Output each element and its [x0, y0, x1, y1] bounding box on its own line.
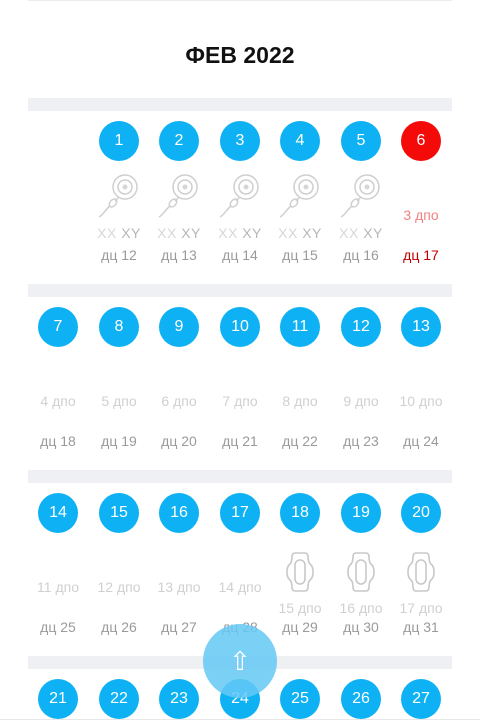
day-cell[interactable]: 26	[341, 679, 381, 719]
day-cell[interactable]: 17	[220, 493, 260, 533]
gender-chance-label: XX XY	[89, 225, 149, 241]
pad-icon	[270, 551, 330, 593]
day-cell[interactable]: 19	[341, 493, 381, 533]
day-cell[interactable]: 3	[220, 121, 260, 161]
cycle-day-label: дц 12	[101, 247, 137, 263]
dpo-label: 15 дпо	[278, 600, 322, 616]
cycle-day-label: дц 15	[282, 247, 318, 263]
dpo-label: 13 дпо	[157, 579, 201, 595]
xy-label: XY	[302, 225, 322, 241]
dpo-label: 9 дпо	[343, 393, 379, 409]
day-cell[interactable]: 27	[401, 679, 441, 719]
gender-chance-label: XX XY	[210, 225, 270, 241]
month-title: ФЕВ 2022	[185, 42, 295, 68]
xy-label: XY	[242, 225, 262, 241]
xx-label: XX	[157, 225, 177, 241]
xy-label: XY	[121, 225, 141, 241]
ovulation-icon	[149, 173, 209, 225]
xy-label: XY	[181, 225, 201, 241]
dpo-label: 10 дпо	[399, 393, 443, 409]
cycle-day-label: дц 24	[403, 433, 439, 449]
day-cell[interactable]: 5	[341, 121, 381, 161]
day-cell[interactable]: 16	[159, 493, 199, 533]
day-cell[interactable]: 15	[99, 493, 139, 533]
dpo-label: 7 дпо	[222, 393, 258, 409]
gender-chance-label: XX XY	[270, 225, 330, 241]
day-cell[interactable]: 12	[341, 307, 381, 347]
week-separator	[28, 470, 452, 483]
cycle-day-label: дц 26	[101, 619, 137, 635]
dpo-label: 17 дпо	[399, 600, 443, 616]
xx-label: XX	[339, 225, 359, 241]
dpo-label: 14 дпо	[218, 579, 262, 595]
day-cell[interactable]: 25	[280, 679, 320, 719]
week-separator	[28, 98, 452, 111]
cycle-day-label: дц 17	[403, 247, 439, 263]
xx-label: XX	[278, 225, 298, 241]
cycle-day-label: дц 29	[282, 619, 318, 635]
day-cell[interactable]: 22	[99, 679, 139, 719]
day-cell[interactable]: 9	[159, 307, 199, 347]
dpo-label: 8 дпо	[282, 393, 318, 409]
cycle-day-label: дц 22	[282, 433, 318, 449]
cycle-day-label: дц 19	[101, 433, 137, 449]
day-cell[interactable]: 4	[280, 121, 320, 161]
week-separator	[28, 284, 452, 297]
dpo-label: 11 дпо	[37, 579, 79, 595]
dpo-label: 4 дпо	[40, 393, 76, 409]
day-cell[interactable]: 10	[220, 307, 260, 347]
cycle-day-label: дц 13	[161, 247, 197, 263]
day-cell[interactable]: 13	[401, 307, 441, 347]
day-cell[interactable]: 20	[401, 493, 441, 533]
top-divider	[28, 0, 452, 1]
ovulation-icon	[210, 173, 270, 225]
ovulation-icon	[270, 173, 330, 225]
cycle-day-label: дц 30	[343, 619, 379, 635]
xy-label: XY	[363, 225, 383, 241]
cycle-day-label: дц 16	[343, 247, 379, 263]
cycle-day-label: дц 21	[222, 433, 258, 449]
dpo-label: 16 дпо	[339, 600, 383, 616]
day-cell-today[interactable]: 6	[401, 121, 441, 161]
cycle-day-label: дц 27	[161, 619, 197, 635]
cycle-day-label: дц 18	[40, 433, 76, 449]
day-cell[interactable]: 8	[99, 307, 139, 347]
dpo-label: 3 дпо	[403, 207, 439, 223]
day-cell[interactable]: 2	[159, 121, 199, 161]
xx-label: XX	[97, 225, 117, 241]
bottom-divider	[0, 719, 480, 720]
cycle-day-label: дц 31	[403, 619, 439, 635]
cycle-day-label: дц 23	[343, 433, 379, 449]
xx-label: XX	[218, 225, 238, 241]
cycle-day-label: дц 25	[40, 619, 76, 635]
dpo-label: 6 дпо	[161, 393, 197, 409]
arrow-up-icon: ⇧	[229, 645, 251, 676]
ovulation-icon	[331, 173, 391, 225]
day-cell[interactable]: 7	[38, 307, 78, 347]
gender-chance-label: XX XY	[149, 225, 209, 241]
dpo-label: 12 дпо	[97, 579, 141, 595]
ovulation-icon	[89, 173, 149, 225]
day-cell[interactable]: 18	[280, 493, 320, 533]
cycle-day-label: дц 14	[222, 247, 258, 263]
dpo-label: 5 дпо	[101, 393, 137, 409]
scroll-to-top-button[interactable]: ⇧	[203, 624, 277, 698]
day-cell[interactable]: 1	[99, 121, 139, 161]
cycle-day-label: дц 20	[161, 433, 197, 449]
gender-chance-label: XX XY	[331, 225, 391, 241]
pad-icon	[391, 551, 451, 593]
day-cell[interactable]: 23	[159, 679, 199, 719]
day-cell[interactable]: 14	[38, 493, 78, 533]
pad-icon	[331, 551, 391, 593]
day-cell[interactable]: 21	[38, 679, 78, 719]
day-cell[interactable]: 11	[280, 307, 320, 347]
